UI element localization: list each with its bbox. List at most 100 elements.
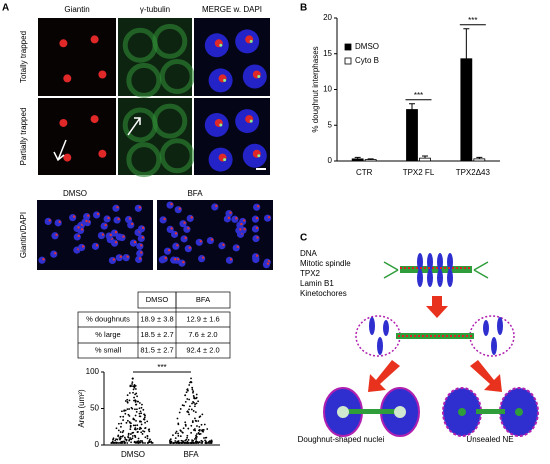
dot	[127, 434, 130, 436]
dot	[194, 405, 196, 408]
dot	[117, 442, 120, 444]
dot	[126, 442, 129, 444]
dot	[179, 429, 182, 432]
table-box	[77, 311, 231, 359]
dot	[137, 437, 140, 440]
dot	[140, 427, 142, 430]
y-tick-label: 0	[328, 156, 333, 165]
dot	[128, 392, 131, 394]
dot	[191, 420, 194, 422]
dot	[190, 424, 193, 427]
nucleus	[195, 238, 203, 246]
golgi	[48, 219, 51, 222]
dot	[135, 410, 138, 413]
legend-label: DMSO	[355, 42, 379, 51]
dot	[139, 410, 142, 413]
golgi	[114, 230, 118, 234]
centrosome	[249, 39, 253, 43]
dot	[201, 413, 204, 416]
legend-label: DNA	[300, 249, 318, 258]
dot	[187, 427, 190, 430]
dot	[149, 438, 151, 441]
golgi	[215, 204, 218, 208]
dot	[192, 395, 195, 397]
golgi	[141, 236, 145, 239]
dot	[198, 432, 200, 435]
cell	[152, 23, 188, 59]
nucleus	[225, 256, 234, 264]
dot	[119, 415, 122, 418]
nucleus	[223, 215, 231, 223]
dot	[140, 420, 142, 423]
dot	[194, 436, 197, 439]
dot	[117, 429, 120, 432]
error-bar	[422, 155, 428, 159]
nucleus	[251, 215, 260, 223]
dot	[127, 432, 130, 435]
bar	[406, 109, 418, 162]
dot	[114, 439, 117, 442]
dot	[129, 385, 132, 388]
dot	[175, 442, 178, 444]
dot	[131, 383, 133, 385]
column-header: BFA	[187, 189, 203, 198]
arrow	[53, 139, 67, 162]
table-cell: % doughnuts	[86, 314, 130, 323]
x-tick-label: TPX2Δ43	[456, 168, 491, 177]
dot	[193, 396, 196, 399]
dot	[128, 408, 131, 410]
table-cell: 7.6 ± 2.0	[188, 330, 217, 339]
dot	[137, 440, 140, 442]
dot	[140, 412, 143, 415]
dot	[193, 438, 196, 440]
golgi	[187, 227, 190, 230]
nucleus	[73, 233, 81, 241]
dot	[178, 411, 181, 414]
dot	[133, 385, 136, 388]
significance: ***	[414, 91, 423, 100]
nucleus	[170, 230, 179, 238]
dot	[188, 398, 191, 401]
dot	[135, 419, 137, 422]
table-cell: 18.9 ± 3.8	[140, 314, 173, 323]
dot	[120, 425, 122, 428]
dot	[184, 421, 187, 424]
dot	[174, 432, 177, 434]
golgi	[243, 227, 246, 231]
dot	[139, 415, 142, 418]
golgi	[90, 35, 99, 44]
x-tick-label: DMSO	[121, 450, 145, 459]
centrosome	[223, 78, 227, 82]
dot	[134, 399, 137, 402]
significance: ***	[157, 363, 166, 372]
table-cell: 12.9 ± 1.6	[186, 314, 219, 323]
dot	[194, 442, 197, 444]
dot	[123, 409, 126, 412]
golgi	[116, 206, 119, 209]
golgi	[96, 212, 100, 216]
golgi	[164, 256, 167, 260]
dot	[136, 408, 138, 411]
dot	[131, 435, 134, 437]
nucleus	[231, 215, 239, 223]
dot	[181, 404, 184, 407]
dot	[172, 442, 175, 444]
dot	[197, 441, 199, 444]
nucleus	[78, 243, 86, 252]
nucleus	[118, 233, 126, 242]
error-bar	[476, 156, 483, 159]
legend-label: Kinetochores	[300, 289, 347, 298]
nucleus	[129, 239, 138, 247]
dot	[132, 388, 135, 391]
dot	[133, 383, 136, 386]
dot	[148, 428, 151, 431]
dot	[142, 430, 144, 432]
dot	[175, 430, 178, 433]
dot	[190, 408, 193, 411]
dot	[112, 437, 115, 440]
nucleus	[253, 203, 261, 211]
nucleus	[186, 214, 194, 222]
dot	[134, 427, 137, 429]
dot	[143, 418, 146, 421]
dot	[138, 407, 141, 410]
